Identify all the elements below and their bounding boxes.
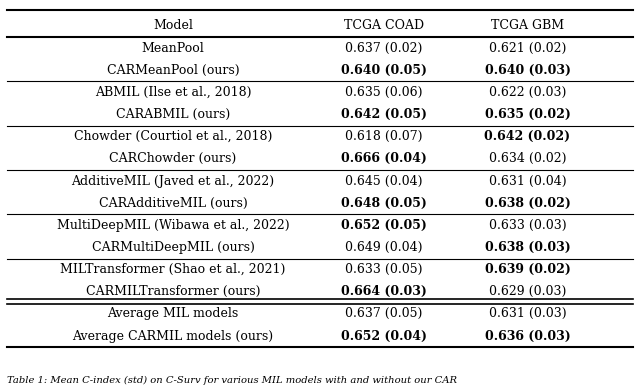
Text: 0.642 (0.02): 0.642 (0.02) [484, 130, 571, 143]
Text: 0.664 (0.03): 0.664 (0.03) [341, 285, 427, 298]
Text: 0.640 (0.05): 0.640 (0.05) [341, 64, 427, 77]
Text: 0.652 (0.05): 0.652 (0.05) [341, 219, 427, 232]
Text: TCGA GBM: TCGA GBM [491, 20, 564, 32]
Text: CARMeanPool (ours): CARMeanPool (ours) [107, 64, 239, 77]
Text: 0.639 (0.02): 0.639 (0.02) [484, 263, 570, 276]
Text: 0.631 (0.04): 0.631 (0.04) [489, 174, 566, 188]
Text: CARABMIL (ours): CARABMIL (ours) [116, 108, 230, 121]
Text: MultiDeepMIL (Wibawa et al., 2022): MultiDeepMIL (Wibawa et al., 2022) [57, 219, 289, 232]
Text: MILTransformer (Shao et al., 2021): MILTransformer (Shao et al., 2021) [60, 263, 286, 276]
Text: TCGA COAD: TCGA COAD [344, 20, 424, 32]
Text: CARMILTransformer (ours): CARMILTransformer (ours) [86, 285, 260, 298]
Text: CARAdditiveMIL (ours): CARAdditiveMIL (ours) [99, 197, 248, 210]
Text: Average CARMIL models (ours): Average CARMIL models (ours) [72, 330, 274, 342]
Text: 0.637 (0.05): 0.637 (0.05) [345, 307, 422, 321]
Text: 0.633 (0.03): 0.633 (0.03) [489, 219, 566, 232]
Text: 0.631 (0.03): 0.631 (0.03) [489, 307, 566, 321]
Text: 0.622 (0.03): 0.622 (0.03) [489, 86, 566, 99]
Text: 0.635 (0.02): 0.635 (0.02) [484, 108, 570, 121]
Text: 0.636 (0.03): 0.636 (0.03) [484, 330, 570, 342]
Text: Table 1: Mean C-index (std) on C-Surv for various MIL models with and without ou: Table 1: Mean C-index (std) on C-Surv fo… [7, 376, 457, 385]
Text: CARChowder (ours): CARChowder (ours) [109, 152, 237, 165]
Text: 0.635 (0.06): 0.635 (0.06) [345, 86, 422, 99]
Text: Average MIL models: Average MIL models [108, 307, 239, 321]
Text: CARMultiDeepMIL (ours): CARMultiDeepMIL (ours) [92, 241, 255, 254]
Text: 0.666 (0.04): 0.666 (0.04) [341, 152, 427, 165]
Text: 0.638 (0.03): 0.638 (0.03) [484, 241, 570, 254]
Text: 0.633 (0.05): 0.633 (0.05) [345, 263, 422, 276]
Text: MeanPool: MeanPool [141, 42, 205, 55]
Text: Model: Model [153, 20, 193, 32]
Text: 0.648 (0.05): 0.648 (0.05) [341, 197, 427, 210]
Text: 0.645 (0.04): 0.645 (0.04) [345, 174, 422, 188]
Text: 0.638 (0.02): 0.638 (0.02) [484, 197, 570, 210]
Text: 0.640 (0.03): 0.640 (0.03) [484, 64, 570, 77]
Text: 0.634 (0.02): 0.634 (0.02) [489, 152, 566, 165]
Text: ABMIL (Ilse et al., 2018): ABMIL (Ilse et al., 2018) [95, 86, 252, 99]
Text: 0.637 (0.02): 0.637 (0.02) [345, 42, 422, 55]
Text: 0.649 (0.04): 0.649 (0.04) [345, 241, 422, 254]
Text: 0.621 (0.02): 0.621 (0.02) [489, 42, 566, 55]
Text: 0.642 (0.05): 0.642 (0.05) [341, 108, 427, 121]
Text: AdditiveMIL (Javed et al., 2022): AdditiveMIL (Javed et al., 2022) [72, 174, 275, 188]
Text: 0.618 (0.07): 0.618 (0.07) [345, 130, 422, 143]
Text: Chowder (Courtiol et al., 2018): Chowder (Courtiol et al., 2018) [74, 130, 272, 143]
Text: 0.652 (0.04): 0.652 (0.04) [341, 330, 427, 342]
Text: 0.629 (0.03): 0.629 (0.03) [489, 285, 566, 298]
